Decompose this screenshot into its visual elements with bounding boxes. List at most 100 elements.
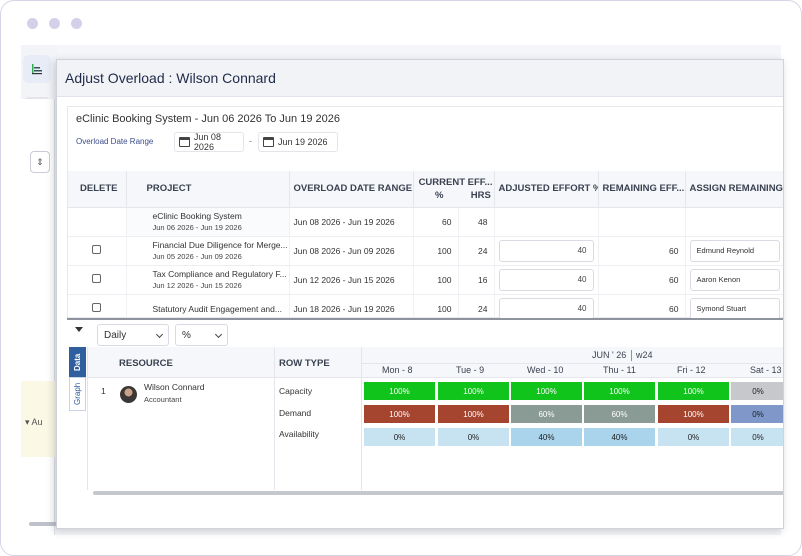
current-pct-cell: 100 — [413, 236, 459, 266]
day-header: Mon - 8 — [382, 365, 413, 375]
column-delete[interactable]: DELETE — [68, 171, 127, 208]
table-row[interactable]: Financial Due Diligence for Merge... Jun… — [68, 236, 783, 266]
availability-cell[interactable]: 0% — [438, 428, 509, 446]
period-select[interactable]: Daily — [97, 324, 169, 346]
adjusted-effort-cell: 40 — [494, 265, 599, 295]
project-dates: Jun 12 2026 - Jun 15 2026 — [152, 281, 242, 290]
availability-cell[interactable]: 0% — [731, 428, 783, 446]
overload-range-cell: Jun 08 2026 - Jun 09 2026 — [289, 236, 414, 266]
chart-icon[interactable] — [23, 55, 51, 83]
tab-graph[interactable]: Graph — [69, 377, 86, 411]
overload-projects-table: DELETE PROJECT OVERLOAD DATE RANGE CURRE… — [68, 171, 783, 324]
avatar — [120, 386, 137, 403]
date-from-value: Jun 08 2026 — [193, 132, 221, 152]
project-name: Statutory Audit Engagement and... — [152, 303, 282, 314]
project-dates: Jun 06 2026 - Jun 19 2026 — [152, 223, 242, 232]
date-to-field[interactable]: Jun 19 2026 — [258, 132, 338, 152]
delete-cell — [68, 265, 127, 295]
collapse-icon[interactable] — [75, 327, 83, 332]
capacity-cell[interactable]: 100% — [658, 382, 729, 400]
divider — [274, 347, 275, 490]
capacity-cell[interactable]: 0% — [731, 382, 783, 400]
assign-resource-select[interactable]: Symond Stuart — [689, 297, 780, 320]
delete-checkbox[interactable] — [92, 274, 101, 283]
overload-range-cell: Jun 12 2026 - Jun 15 2026 — [289, 265, 414, 295]
column-remaining-effort[interactable]: REMAINING EFF... — [598, 171, 686, 208]
window-dot-icon[interactable] — [71, 18, 82, 29]
column-assign-remaining[interactable]: ASSIGN REMAINING — [685, 171, 783, 208]
resource-role: Accountant — [144, 395, 182, 404]
availability-cell[interactable]: 40% — [584, 428, 655, 446]
assign-remaining-cell — [685, 207, 783, 237]
current-hrs-cell: 48 — [458, 207, 495, 237]
project-range-title: eClinic Booking System - Jun 06 2026 To … — [76, 113, 340, 125]
project-name: Tax Compliance and Regulatory F... — [152, 269, 287, 279]
window-controls — [27, 18, 82, 29]
date-to-value: Jun 19 2026 — [278, 137, 328, 147]
assign-resource-select[interactable]: Edmund Reynold — [689, 239, 780, 262]
demand-cell[interactable]: 60% — [511, 405, 582, 423]
delete-checkbox[interactable] — [92, 303, 101, 312]
day-header: Tue - 9 — [456, 365, 485, 375]
availability-cell[interactable]: 0% — [658, 428, 729, 446]
overload-date-range-label: Overload Date Range — [76, 137, 154, 146]
resource-index: 1 — [101, 386, 106, 396]
availability-cell[interactable]: 40% — [511, 428, 582, 446]
project-cell: Tax Compliance and Regulatory F... Jun 1… — [126, 265, 290, 295]
unit-value: % — [182, 329, 191, 341]
table-header-row: DELETE PROJECT OVERLOAD DATE RANGE CURRE… — [68, 171, 783, 208]
column-adjusted-effort[interactable]: ADJUSTED EFFORT % — [494, 171, 599, 208]
project-cell: eClinic Booking System Jun 06 2026 - Jun… — [126, 207, 290, 237]
adjusted-effort-input[interactable]: 40 — [498, 239, 594, 262]
demand-cell[interactable]: 60% — [584, 405, 655, 423]
column-resource[interactable]: RESOURCE — [119, 357, 173, 369]
current-pct-cell: 60 — [413, 207, 459, 237]
day-header: Sat - 13 — [750, 365, 782, 375]
background-label: ▾ Au — [25, 417, 43, 427]
current-effort-hrs-label: HRS — [470, 189, 491, 201]
current-pct-cell: 100 — [413, 265, 459, 295]
background-scrollbar[interactable] — [29, 522, 57, 526]
divider — [631, 350, 632, 361]
project-dates: Jun 05 2026 - Jun 09 2026 — [152, 252, 242, 261]
day-header: Thu - 11 — [603, 365, 636, 375]
date-from-field[interactable]: Jun 08 2026 — [174, 132, 244, 152]
overload-range-cell: Jun 08 2026 - Jun 19 2026 — [289, 207, 414, 237]
unit-select[interactable]: % — [175, 324, 228, 346]
capacity-cell[interactable]: 100% — [364, 382, 435, 400]
divider — [361, 347, 362, 490]
capacity-cell[interactable]: 100% — [584, 382, 655, 400]
table-row[interactable]: Statutory Audit Engagement and... Jun 18… — [68, 294, 783, 324]
resource-name[interactable]: Wilson Connard — [144, 382, 205, 392]
tab-data[interactable]: Data — [69, 347, 86, 377]
adjusted-effort-input[interactable]: 40 — [498, 268, 594, 291]
remaining-effort-cell: 60 — [598, 265, 686, 295]
demand-cell[interactable]: 100% — [658, 405, 729, 423]
delete-checkbox[interactable] — [92, 245, 101, 254]
column-row-type[interactable]: ROW TYPE — [279, 357, 330, 369]
demand-cell[interactable]: 0% — [731, 405, 783, 423]
sort-toggle-icon[interactable]: ⇕ — [30, 151, 50, 173]
window-dot-icon[interactable] — [27, 18, 38, 29]
delete-cell — [68, 207, 127, 237]
column-project[interactable]: PROJECT — [126, 171, 290, 208]
column-current-effort[interactable]: CURRENT EFF... % HRS — [413, 171, 495, 208]
assign-remaining-cell: Edmund Reynold — [685, 236, 783, 266]
assign-remaining-cell: Aaron Kenon — [685, 265, 783, 295]
current-effort-pct-label: % — [434, 189, 444, 201]
demand-cell[interactable]: 100% — [364, 405, 435, 423]
adjusted-effort-input[interactable]: 40 — [498, 297, 594, 320]
horizontal-scrollbar[interactable] — [93, 491, 783, 495]
table-row[interactable]: eClinic Booking System Jun 06 2026 - Jun… — [68, 207, 783, 237]
window-dot-icon[interactable] — [49, 18, 60, 29]
capacity-cell[interactable]: 100% — [438, 382, 509, 400]
row-type-demand: Demand — [279, 408, 312, 418]
column-overload-range[interactable]: OVERLOAD DATE RANGE — [289, 171, 414, 208]
assign-resource-select[interactable]: Aaron Kenon — [689, 268, 780, 291]
capacity-cell[interactable]: 100% — [511, 382, 582, 400]
demand-cell[interactable]: 100% — [438, 405, 509, 423]
availability-cell[interactable]: 0% — [364, 428, 435, 446]
delete-cell — [68, 236, 127, 266]
table-row[interactable]: Tax Compliance and Regulatory F... Jun 1… — [68, 265, 783, 295]
dialog-header: Adjust Overload : Wilson Connard — [57, 60, 783, 97]
